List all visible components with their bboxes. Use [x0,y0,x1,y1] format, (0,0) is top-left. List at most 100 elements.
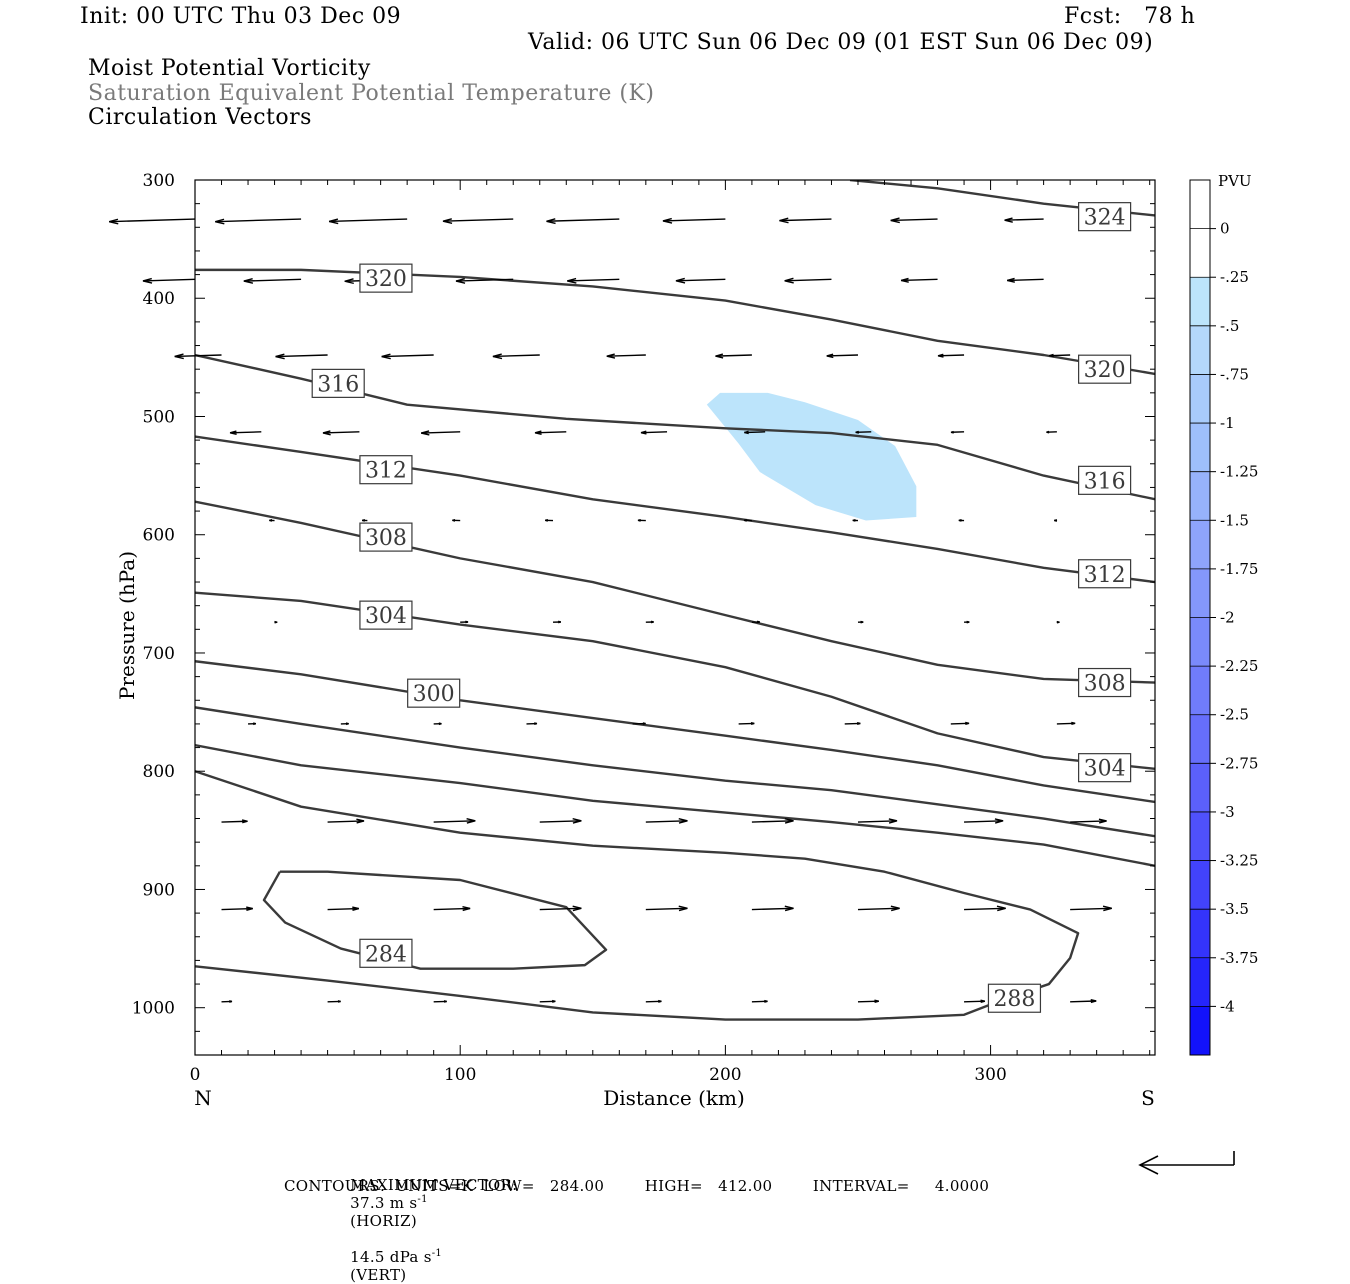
contour-layer [195,180,1155,1020]
vector-arrow [269,520,274,521]
colorbar-tick-label: -1.25 [1220,463,1258,481]
y-tick-label: 700 [143,644,175,664]
vector-head [951,432,954,433]
contour-label-304-0: 304 [360,601,412,629]
vector-arrow [1070,1000,1096,1003]
contour-label-284-0: 284 [360,939,412,967]
colorbar-tick-label: -.5 [1220,317,1239,335]
vector-arrow [143,279,195,284]
contour-284 [264,872,606,969]
pv-shading-layer [707,393,917,521]
colorbar-tick-label: -2.75 [1220,754,1258,772]
x-tick-label: 100 [444,1065,476,1085]
vector-head [658,1001,661,1003]
vector-arrow [964,906,1006,910]
vector-arrow [276,354,328,359]
max-vector-horiz-unit: (HORIZ) [350,1212,417,1230]
vector-arrow [646,819,688,823]
x-tick-label: 200 [709,1065,741,1085]
vector-arrow [964,621,969,622]
vector-head [853,520,856,521]
vector-shaft [443,219,513,221]
vector-arrow [452,520,460,521]
contour-label-text: 308 [1084,672,1126,697]
vector-arrow [540,819,582,823]
contour-label-text: 316 [317,372,359,397]
vector-shaft [547,219,620,221]
contour-300 [195,661,1155,802]
vector-arrow [646,1001,662,1003]
vector-arrow [274,622,277,623]
contour-label-320-1: 320 [1079,355,1131,383]
vector-arrow [526,723,536,724]
colorbar-tick-label: -4 [1220,997,1235,1015]
x-end-label-south: S [1141,1086,1155,1110]
contour-label-304-1: 304 [1079,754,1131,782]
vector-layer [109,218,1112,1002]
colorbar-segment [1190,1006,1210,1055]
y-tick-label: 800 [143,762,175,782]
vector-arrow [434,907,470,911]
vector-arrow [443,219,513,224]
vector-shaft [143,279,195,281]
vector-head [757,621,760,622]
vector-head [465,621,468,622]
vector-arrow [434,819,476,823]
vector-arrow [434,723,442,724]
contour-292 [195,745,1155,866]
vector-head [638,520,641,521]
vector-head [1054,520,1057,521]
vector-arrow [328,819,364,823]
vector-head [1057,622,1060,623]
colorbar-segment [1190,666,1210,715]
contour-label-text: 316 [1084,469,1126,494]
contour-label-320-0: 320 [360,264,412,292]
vector-arrow [1054,520,1057,521]
colorbar-tick-label: -3.75 [1220,949,1258,967]
vector-arrow [676,278,725,283]
vector-arrow [222,1001,232,1002]
vector-arrow [853,520,858,521]
vector-arrow [434,1001,447,1002]
max-vector-horiz: 37.3 m s [350,1194,417,1212]
cross-section-chart: 3243203203163163123123083083043043002882… [0,0,1350,1200]
vector-arrow [951,432,964,433]
contour-label-text: 320 [1084,358,1126,383]
vector-head [1046,431,1049,432]
vector-arrow [230,431,261,434]
x-end-label-north: N [194,1086,212,1110]
colorbar-segment [1190,812,1210,861]
vector-arrow [421,431,460,435]
vector-arrow [752,906,794,910]
vector-arrow [382,354,434,359]
vector-arrow [329,219,407,224]
contour-label-300-0: 300 [408,679,460,707]
vector-arrow [1005,218,1044,222]
vector-arrow [328,907,359,910]
vector-shaft [329,219,407,221]
reference-vector [1140,1151,1234,1174]
contour-312 [195,437,1155,582]
colorbar-tick-label: -1.5 [1220,511,1249,529]
vector-arrow [646,621,654,622]
contour-label-text: 312 [1084,563,1126,588]
vector-arrow [1046,431,1056,432]
colorbar-segment [1190,909,1210,958]
vector-shaft [779,219,831,221]
x-tick-label: 0 [190,1065,201,1085]
vector-arrow [959,520,964,521]
vector-shaft [244,279,301,281]
colorbar-segment [1190,763,1210,812]
vector-shaft [567,279,619,281]
contour-320 [195,270,1155,374]
vector-arrow [244,279,301,284]
vector-arrow [1070,819,1106,823]
vector-head [346,723,349,724]
vector-arrow [964,1000,985,1002]
vector-arrow [607,354,646,358]
vector-head [338,1001,341,1002]
contour-label-text: 308 [365,526,407,551]
vector-head [229,1001,232,1002]
contour-label-324-0: 324 [1079,203,1131,231]
contour-label-308-0: 308 [360,523,412,551]
